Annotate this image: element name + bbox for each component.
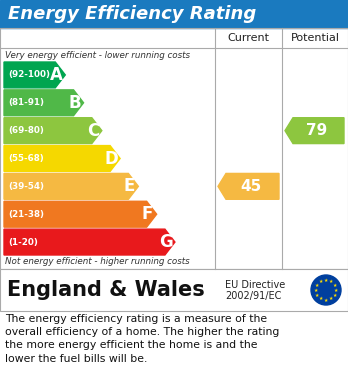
Polygon shape (4, 201, 157, 227)
Polygon shape (4, 90, 84, 116)
Text: ★: ★ (332, 283, 337, 287)
Text: Current: Current (228, 33, 269, 43)
Text: (55-68): (55-68) (8, 154, 44, 163)
Text: A: A (50, 66, 63, 84)
Text: C: C (87, 122, 99, 140)
Text: ★: ★ (329, 296, 333, 301)
Bar (0, 269, 348, 311)
Text: 79: 79 (306, 123, 327, 138)
Text: ★: ★ (334, 287, 338, 292)
Text: (39-54): (39-54) (8, 182, 44, 191)
Text: The energy efficiency rating is a measure of the
overall efficiency of a home. T: The energy efficiency rating is a measur… (5, 314, 279, 364)
Polygon shape (4, 174, 139, 199)
Text: ★: ★ (324, 298, 328, 303)
Text: F: F (142, 205, 153, 223)
Polygon shape (285, 118, 344, 143)
Text: Potential: Potential (291, 33, 340, 43)
Text: Not energy efficient - higher running costs: Not energy efficient - higher running co… (5, 258, 190, 267)
Text: E: E (124, 178, 135, 196)
Text: England & Wales: England & Wales (7, 280, 205, 300)
Polygon shape (4, 145, 120, 171)
Text: ★: ★ (314, 287, 318, 292)
Polygon shape (4, 118, 102, 143)
Text: (81-91): (81-91) (8, 98, 44, 107)
Text: ★: ★ (329, 279, 333, 284)
Bar (0, 0, 348, 28)
Text: 45: 45 (240, 179, 261, 194)
Text: ★: ★ (319, 279, 323, 284)
Text: Very energy efficient - lower running costs: Very energy efficient - lower running co… (5, 50, 190, 59)
Text: ★: ★ (315, 283, 319, 287)
Text: D: D (104, 149, 118, 167)
Text: B: B (68, 94, 81, 112)
Text: ★: ★ (315, 292, 319, 298)
Bar (0, 28, 348, 269)
Text: 2002/91/EC: 2002/91/EC (225, 291, 282, 301)
Text: EU Directive: EU Directive (225, 280, 285, 290)
Circle shape (311, 275, 341, 305)
Text: (1-20): (1-20) (8, 238, 38, 247)
Text: (21-38): (21-38) (8, 210, 44, 219)
Text: G: G (159, 233, 173, 251)
Text: ★: ★ (332, 292, 337, 298)
Text: Energy Efficiency Rating: Energy Efficiency Rating (8, 5, 256, 23)
Text: (69-80): (69-80) (8, 126, 44, 135)
Text: ★: ★ (319, 296, 323, 301)
Text: (92-100): (92-100) (8, 70, 50, 79)
Polygon shape (4, 229, 175, 255)
Text: ★: ★ (324, 278, 328, 283)
Polygon shape (4, 62, 65, 88)
Polygon shape (218, 174, 279, 199)
